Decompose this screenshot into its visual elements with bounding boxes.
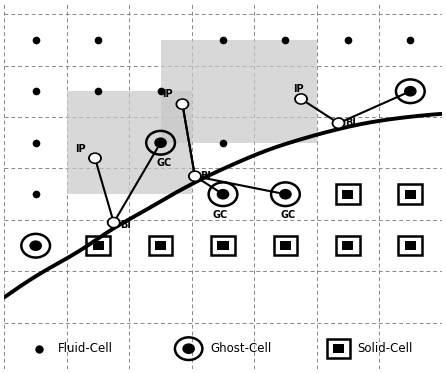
- Text: IP: IP: [75, 144, 86, 154]
- Bar: [67, 91, 192, 194]
- Text: Fluid-Cell: Fluid-Cell: [58, 342, 112, 355]
- Bar: [326, 339, 351, 358]
- Bar: [342, 189, 354, 199]
- Circle shape: [109, 219, 118, 226]
- Circle shape: [30, 241, 41, 250]
- Circle shape: [107, 217, 120, 228]
- Text: BI: BI: [345, 118, 355, 128]
- Bar: [211, 236, 235, 256]
- Bar: [92, 241, 104, 250]
- Circle shape: [297, 95, 306, 103]
- Text: IP: IP: [162, 89, 173, 99]
- Bar: [398, 184, 422, 204]
- Circle shape: [178, 100, 187, 108]
- Bar: [273, 236, 297, 256]
- Bar: [336, 184, 360, 204]
- Circle shape: [155, 138, 166, 147]
- Text: BI: BI: [120, 220, 131, 230]
- Circle shape: [89, 153, 101, 163]
- Bar: [398, 236, 422, 256]
- Text: GC: GC: [212, 210, 227, 220]
- Bar: [155, 241, 166, 250]
- Bar: [149, 236, 173, 256]
- Bar: [217, 241, 229, 250]
- Circle shape: [183, 344, 194, 353]
- Bar: [405, 241, 416, 250]
- Text: BI: BI: [200, 171, 211, 181]
- Circle shape: [295, 94, 307, 104]
- Text: Ghost-Cell: Ghost-Cell: [211, 342, 272, 355]
- Circle shape: [189, 171, 201, 181]
- Circle shape: [91, 154, 99, 162]
- Text: GC: GC: [281, 210, 296, 220]
- Text: IP: IP: [293, 84, 304, 94]
- Circle shape: [334, 120, 343, 127]
- Bar: [161, 40, 317, 143]
- Bar: [333, 344, 344, 353]
- Bar: [280, 241, 291, 250]
- Circle shape: [280, 189, 291, 199]
- Circle shape: [332, 118, 345, 128]
- Circle shape: [190, 173, 199, 180]
- Bar: [405, 189, 416, 199]
- Bar: [86, 236, 110, 256]
- Circle shape: [176, 99, 189, 109]
- Bar: [336, 236, 360, 256]
- Bar: [342, 241, 354, 250]
- Circle shape: [217, 189, 229, 199]
- Text: Solid-Cell: Solid-Cell: [357, 342, 413, 355]
- Circle shape: [405, 87, 416, 96]
- Text: GC: GC: [156, 158, 171, 168]
